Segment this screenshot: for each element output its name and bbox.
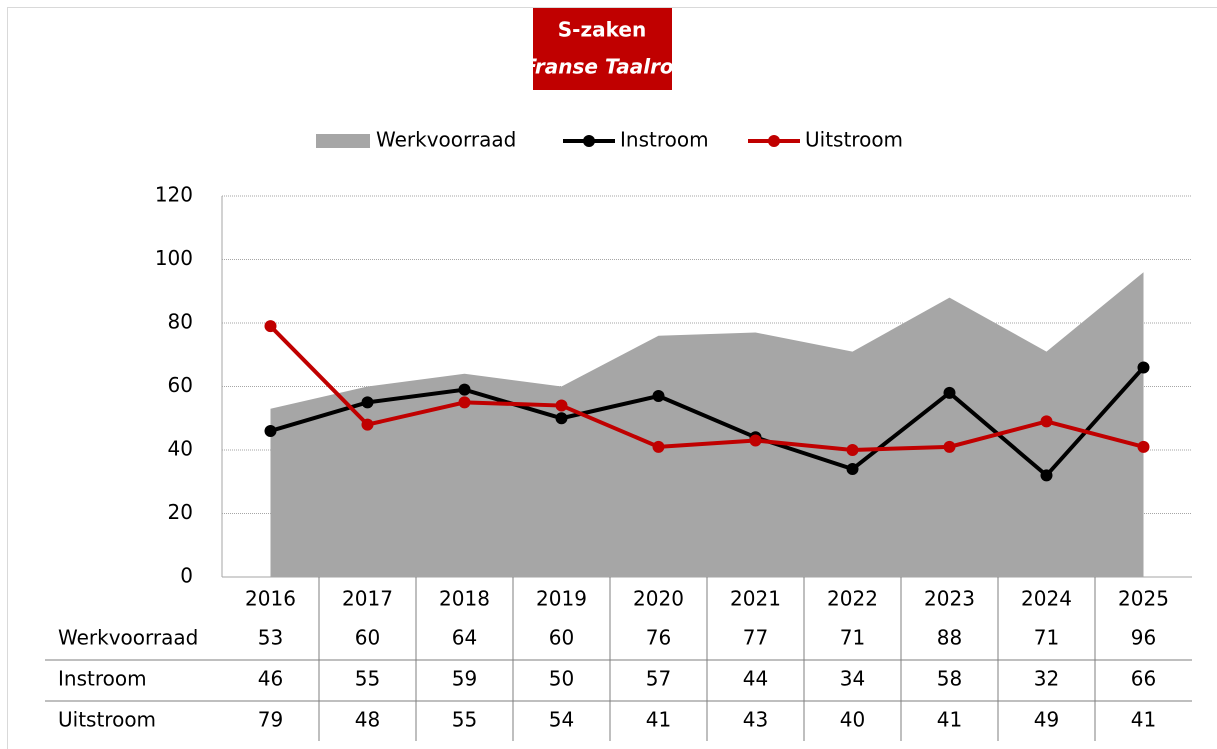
x-tick-label: 2022 xyxy=(827,587,878,611)
table-cell: 50 xyxy=(549,667,574,691)
marker xyxy=(555,399,568,412)
marker xyxy=(943,386,956,399)
legend-label: Werkvoorraad xyxy=(376,128,516,152)
table-cell: 48 xyxy=(355,708,380,732)
legend-swatch xyxy=(316,134,370,148)
marker xyxy=(458,396,471,409)
table-cell: 60 xyxy=(549,626,574,650)
table-cell: 32 xyxy=(1034,667,1059,691)
marker xyxy=(846,444,859,456)
y-tick-label: 40 xyxy=(168,437,193,461)
area xyxy=(270,272,1144,577)
marker xyxy=(264,424,277,437)
table-cell: 57 xyxy=(646,667,671,691)
x-tick-label: 2021 xyxy=(730,587,781,611)
marker xyxy=(1137,440,1150,453)
table-cell: 53 xyxy=(258,626,283,650)
x-tick-label: 2018 xyxy=(439,587,490,611)
marker xyxy=(361,418,374,431)
y-tick-label: 60 xyxy=(168,373,193,397)
legend-marker xyxy=(583,135,595,147)
legend-label: Instroom xyxy=(620,128,709,152)
x-tick-label: 2025 xyxy=(1118,587,1169,611)
legend-marker xyxy=(768,135,780,147)
table-cell: 77 xyxy=(743,626,768,650)
x-tick-label: 2023 xyxy=(924,587,975,611)
x-tick-label: 2016 xyxy=(245,587,296,611)
y-tick-label: 120 xyxy=(155,183,193,207)
table-cell: 43 xyxy=(743,708,768,732)
table-row-label: Werkvoorraad xyxy=(58,626,198,650)
marker xyxy=(749,434,762,447)
table-cell: 71 xyxy=(1034,626,1059,650)
legend-label: Uitstroom xyxy=(805,128,903,152)
table-cell: 64 xyxy=(452,626,477,650)
chart-subtitle: Franse Taalrol xyxy=(523,55,681,79)
y-tick-label: 80 xyxy=(168,310,193,334)
table-cell: 71 xyxy=(840,626,865,650)
table-cell: 40 xyxy=(840,708,865,732)
table-cell: 55 xyxy=(452,708,477,732)
y-tick-label: 100 xyxy=(155,246,193,270)
table-cell: 59 xyxy=(452,667,477,691)
x-tick-label: 2017 xyxy=(342,587,393,611)
marker xyxy=(652,390,665,403)
table-cell: 88 xyxy=(937,626,962,650)
line xyxy=(269,324,1145,453)
title-box xyxy=(533,8,672,90)
table-cell: 46 xyxy=(258,667,283,691)
marker xyxy=(652,440,665,453)
chart-frame xyxy=(7,7,1217,749)
table-cell: 41 xyxy=(1131,708,1156,732)
table-cell: 55 xyxy=(355,667,380,691)
table-cell: 54 xyxy=(549,708,574,732)
y-tick-label: 20 xyxy=(168,500,193,524)
table-cell: 60 xyxy=(355,626,380,650)
chart-title: S-zaken xyxy=(558,18,646,42)
marker xyxy=(264,320,277,333)
table-row-label: Instroom xyxy=(58,667,147,691)
marker xyxy=(943,440,956,453)
marker xyxy=(1040,415,1053,428)
marker xyxy=(458,383,471,396)
table-cell: 58 xyxy=(937,667,962,691)
table-cell: 66 xyxy=(1131,667,1156,691)
table-cell: 76 xyxy=(646,626,671,650)
x-tick-label: 2024 xyxy=(1021,587,1072,611)
table-row-label: Uitstroom xyxy=(58,708,156,732)
marker xyxy=(361,396,374,409)
table-cell: 79 xyxy=(258,708,283,732)
table-cell: 41 xyxy=(646,708,671,732)
marker xyxy=(846,463,859,476)
table-cell: 41 xyxy=(937,708,962,732)
table-cell: 96 xyxy=(1131,626,1156,650)
marker xyxy=(555,412,568,425)
table-cell: 49 xyxy=(1034,708,1059,732)
table-cell: 34 xyxy=(840,667,865,691)
table-cell: 44 xyxy=(743,667,768,691)
x-tick-label: 2020 xyxy=(633,587,684,611)
y-tick-label: 0 xyxy=(180,564,193,588)
x-tick-label: 2019 xyxy=(536,587,587,611)
marker xyxy=(1040,469,1053,482)
marker xyxy=(1137,361,1150,374)
